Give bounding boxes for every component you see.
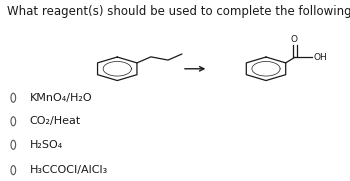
- Text: CO₂/Heat: CO₂/Heat: [30, 116, 81, 126]
- Text: KMnO₄/H₂O: KMnO₄/H₂O: [30, 93, 92, 103]
- Text: What reagent(s) should be used to complete the following reaction?: What reagent(s) should be used to comple…: [7, 5, 350, 18]
- Text: H₃CCOCI/AlCl₃: H₃CCOCI/AlCl₃: [30, 165, 108, 175]
- Text: OH: OH: [314, 53, 328, 62]
- Text: H₂SO₄: H₂SO₄: [30, 140, 63, 150]
- Text: O: O: [290, 35, 297, 44]
